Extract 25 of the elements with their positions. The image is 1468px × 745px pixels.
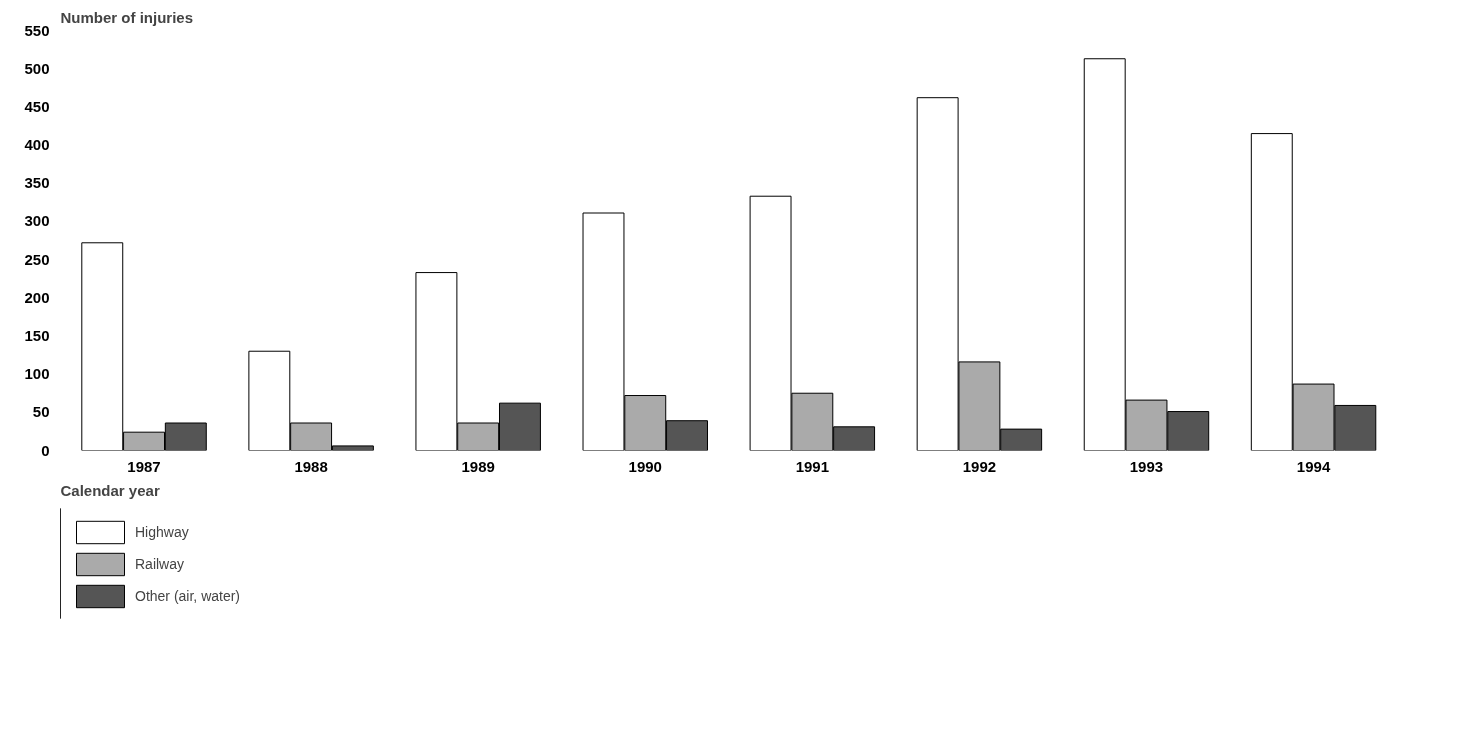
x-tick-label: 1994: [1296, 457, 1331, 475]
y-tick-label: 500: [24, 59, 50, 77]
x-tick-label: 1989: [461, 457, 495, 475]
x-tick-label: 1991: [795, 457, 830, 475]
y-tick-label: 250: [24, 250, 50, 268]
y-tick-label: 300: [24, 212, 50, 230]
y-tick-label: 550: [24, 21, 50, 39]
x-tick-label: 1988: [294, 457, 328, 475]
legend-label: Railway: [135, 556, 185, 572]
y-tick-label: 450: [24, 97, 50, 115]
y-tick-label: 200: [24, 288, 50, 306]
x-tick-label: 1990: [628, 457, 662, 475]
y-tick-label: 150: [24, 326, 50, 344]
y-tick-label: 100: [24, 365, 50, 383]
legend-label: Other (air, water): [135, 588, 241, 604]
y-tick-label: 0: [41, 441, 50, 459]
x-tick-label: 1987: [127, 457, 161, 475]
x-axis-title: Calendar year: [60, 481, 160, 499]
x-tick-label: 1993: [1129, 457, 1164, 475]
y-tick-label: 350: [24, 174, 50, 192]
y-tick-label: 400: [24, 136, 50, 154]
y-axis-title: Number of injuries: [60, 8, 194, 26]
legend-label: Highway: [135, 524, 189, 540]
y-tick-label: 50: [32, 403, 50, 421]
x-tick-label: 1992: [962, 457, 997, 475]
